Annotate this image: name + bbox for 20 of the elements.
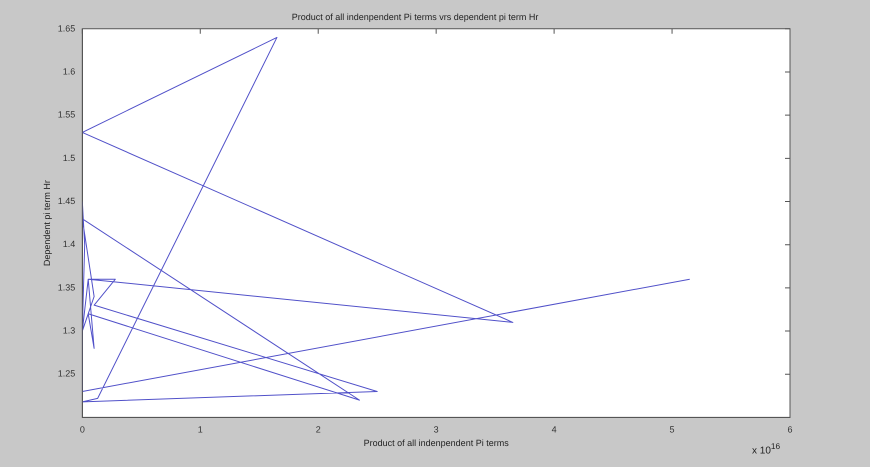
x-axis-title: Product of all indenpendent Pi terms [364, 438, 510, 448]
x-tick-label: 3 [434, 424, 439, 434]
y-axis-title: Dependent pi term Hr [42, 180, 52, 266]
y-tick-label: 1.35 [58, 282, 76, 292]
y-tick-label: 1.65 [58, 23, 76, 34]
y-tick-label: 1.25 [58, 368, 76, 379]
y-tick-label: 1.55 [58, 110, 76, 120]
chart-title: Product of all indenpendent Pi terms vrs dependent pi term Hr [292, 12, 538, 22]
y-tick-label: 1.5 [62, 152, 76, 163]
y-tick-label: 1.45 [58, 196, 76, 206]
x-tick-label: 0 [80, 424, 85, 434]
x-tick-label: 5 [670, 424, 675, 434]
x-tick-label: 2 [316, 424, 321, 434]
y-tick-label: 1.3 [62, 326, 76, 336]
x-tick-label: 1 [198, 424, 203, 434]
text: x 10$^{16}$ [752, 441, 780, 456]
x-tick-label: 4 [552, 424, 557, 434]
y-tick-label: 1.6 [62, 66, 76, 76]
x-tick-label: 6 [787, 424, 793, 434]
y-tick-label: 1.4 [62, 239, 76, 250]
